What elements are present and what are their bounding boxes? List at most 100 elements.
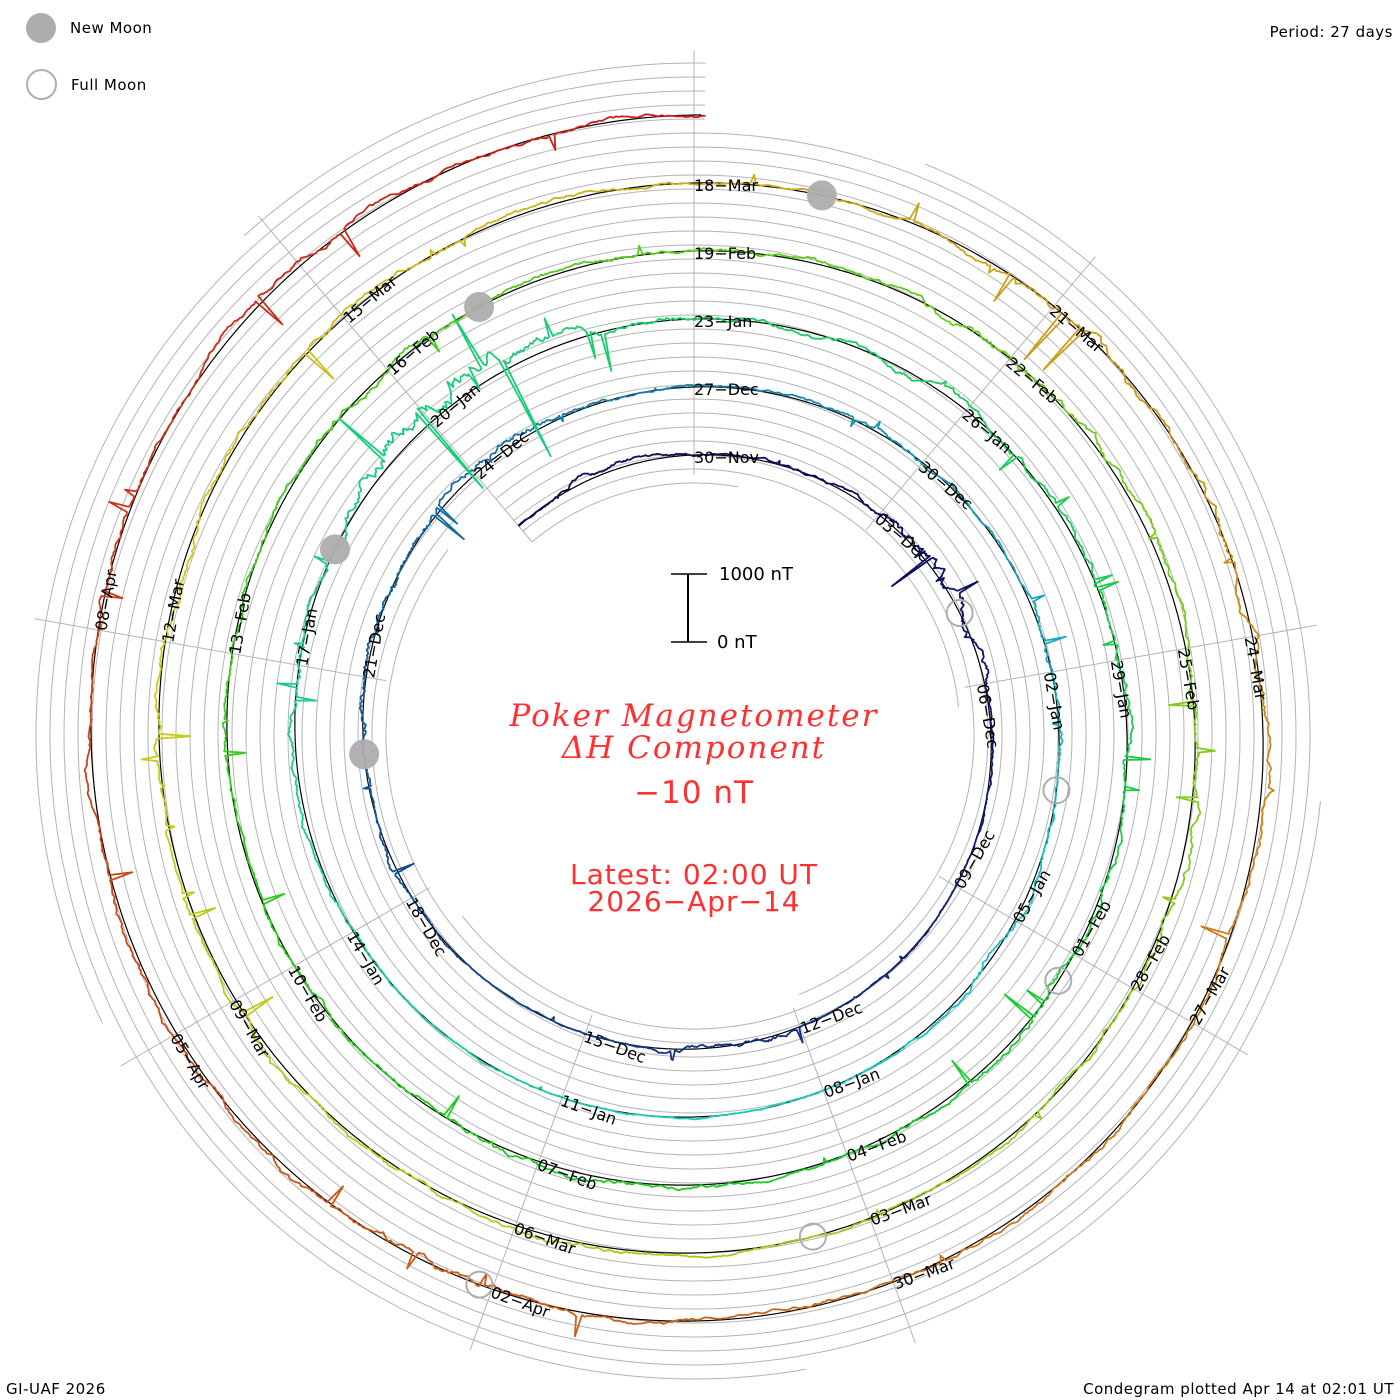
trace-segment [887,436,923,465]
trace-segment [315,403,357,446]
grid-ring [49,90,806,1380]
trace-segment [1026,958,1071,1002]
trace-segment [864,1266,932,1294]
trace-segment [293,612,310,660]
trace-segment [1096,332,1136,392]
trace-segment [108,488,137,559]
trace-segment [373,1062,419,1097]
grid-ring [343,384,1045,1086]
trace-segment [98,557,124,628]
trace-segment [393,327,443,361]
trace-segment [1117,665,1133,717]
grid-ring [245,286,1143,1184]
grid-ring [105,146,1283,1324]
chart-title-line2: ΔH Component [561,730,827,766]
trace-segment [795,331,845,342]
trace-segment [324,1185,387,1239]
scale-top-label: 1000 nT [719,564,794,585]
grid-ring [357,398,1031,1072]
legend-full-moon-label: Full Moon [71,75,147,94]
trace-segment [1049,1146,1105,1194]
latest-date: 2026−Apr−14 [587,885,801,918]
trace-segment [992,346,1040,385]
trace-segment [835,265,892,287]
trace-segment [253,877,286,931]
trace-segment [1122,715,1152,767]
trace-segment [748,317,796,333]
trace-segment [993,1192,1052,1236]
trace-segment [338,417,394,481]
trace-segment [810,399,851,417]
grid-ring [259,300,1129,1170]
grid-ring [189,230,1199,1240]
grid-ring [63,104,1321,1366]
trace-segment [432,926,459,958]
trace-segment [520,1003,556,1023]
full-moon-marker [798,1222,827,1251]
trace-segment [906,1172,963,1202]
latest-time: Latest: 02:00 UT [569,858,819,891]
legend-new-moon-label: New Moon [70,19,153,37]
trace-segment [241,545,263,601]
trace-segment [556,1094,601,1109]
date-label: 21−Mar [1046,301,1108,357]
grid-ring [329,370,1059,1100]
trace-segment [479,1215,540,1240]
trace-segment [1258,770,1275,841]
trace-segment [624,113,697,119]
trace-segment [664,1253,729,1259]
chart-title-line1: Poker Magnetometer [509,698,879,734]
trace-segment [358,704,367,746]
full-moon-marker [945,598,974,627]
trace-segment [83,767,102,840]
trace-segment [1083,423,1122,473]
trace-segment [1120,765,1141,817]
trace-segment [928,898,950,930]
trace-segment [269,1153,326,1202]
trace-segment [1145,1034,1188,1093]
trace-segment [1033,845,1046,888]
trace-segment [964,831,980,867]
trace-segment [876,955,906,983]
trace-segment [165,833,195,895]
trace-segment [306,570,329,615]
trace-segment [726,453,760,460]
trace-segment [986,925,1016,960]
trace-segment [1054,1046,1098,1093]
trace-segment [818,1073,860,1094]
grid-ring [694,468,959,708]
trace-segment [1176,443,1213,504]
trace-segment [696,114,706,119]
date-label: 23−Jan [694,312,752,331]
date-label: 11−Jan [558,1091,619,1129]
trace-segment [177,1041,225,1100]
trace-segment [89,627,102,698]
trace-segment [543,486,571,508]
trace-segment [376,822,390,863]
trace-segment [227,399,266,455]
trace-segment [539,1237,603,1251]
trace-segment [796,1292,866,1309]
date-label: 17−Jan [292,607,321,668]
new-moon-marker [319,534,350,565]
trace-segment [488,981,521,1005]
trace-segment [1040,483,1073,525]
trace-segment [727,1240,790,1257]
trace-segment [618,1180,674,1190]
trace-segment [920,463,957,491]
date-label: 08−Jan [821,1064,882,1102]
trace-segment [562,1173,619,1184]
trace-segment [457,956,490,983]
trace-segment [223,655,234,713]
grid-ring [231,272,1157,1198]
full-moon-icon [26,69,57,100]
grid-ring [287,328,1101,1142]
grid-radial-line [865,256,1096,531]
trace-segment [514,1077,558,1097]
trace-segment [511,1155,564,1176]
trace-segment [1052,718,1064,762]
trace-segment [718,248,778,258]
trace-segment [1007,558,1031,597]
trace-segment [660,181,728,187]
